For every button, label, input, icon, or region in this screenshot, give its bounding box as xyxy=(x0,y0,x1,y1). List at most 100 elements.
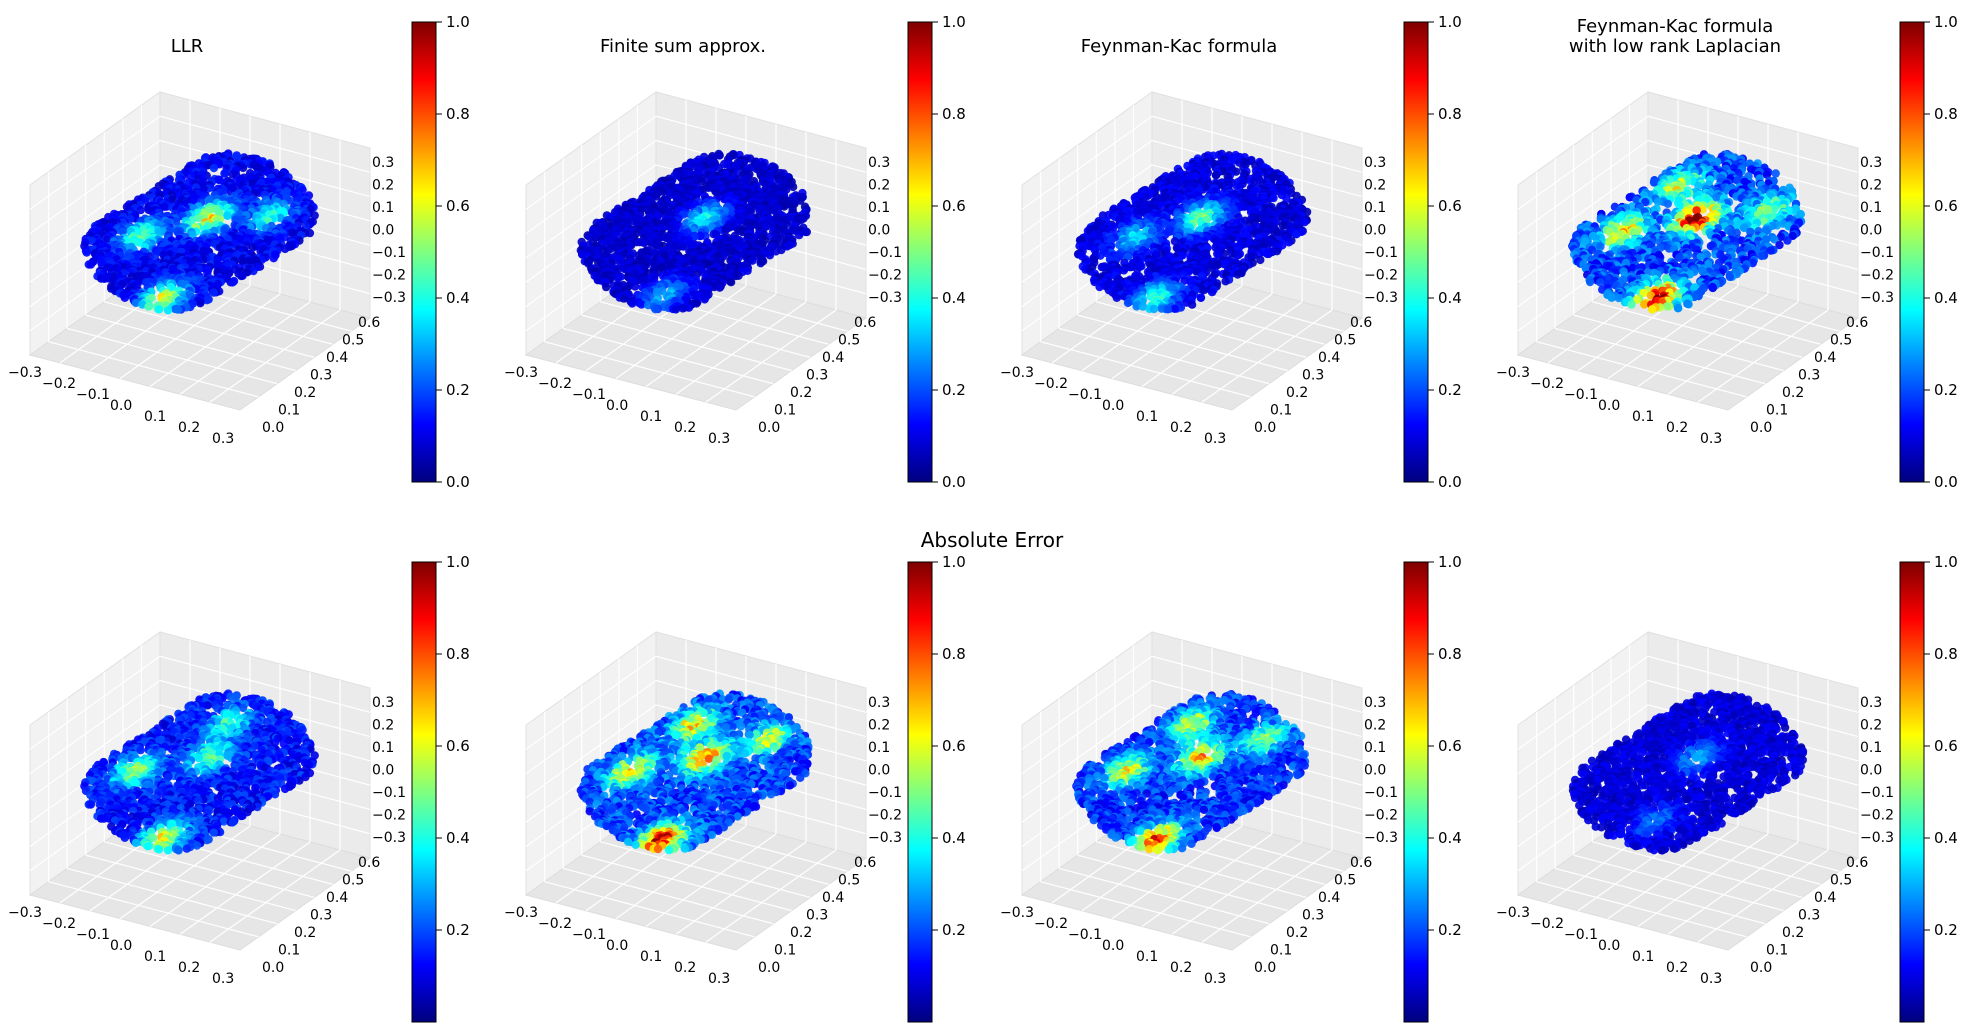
scatter-point xyxy=(651,305,660,314)
y-tick-label: 0.6 xyxy=(358,315,380,331)
scatter-point xyxy=(120,293,129,302)
colorbar-tick-label: 0.6 xyxy=(446,197,470,215)
scatter-point xyxy=(1278,221,1288,230)
colorbar-tick-label: 0.2 xyxy=(942,381,966,399)
x-tick-label: 0.2 xyxy=(674,420,696,436)
z-tick-label: 0.2 xyxy=(868,178,890,194)
x-tick-label: −0.3 xyxy=(504,365,538,381)
scatter-point xyxy=(82,248,91,257)
scatter-point xyxy=(237,271,246,281)
point-cloud xyxy=(80,149,319,315)
x-tick-label: 0.3 xyxy=(708,431,730,447)
scatter-point xyxy=(802,227,811,237)
panel-1: LLR−0.3−0.2−0.10.00.10.20.3−0.3−0.2−0.10… xyxy=(8,13,470,491)
z-tick-label: −0.1 xyxy=(372,245,406,261)
scatter-point xyxy=(163,306,173,315)
y-tick-label: 0.3 xyxy=(310,368,332,384)
y-tick-label: 0.1 xyxy=(774,403,796,419)
scatter-point xyxy=(209,163,219,173)
y-tick-label: 0.1 xyxy=(278,403,300,419)
scatter-point xyxy=(700,295,709,304)
scatter-point xyxy=(721,226,730,235)
scatter-point xyxy=(305,228,315,238)
panel-3: Feynman-Kac formula−0.3−0.2−0.10.00.10.2… xyxy=(1000,13,1462,491)
scatter-point xyxy=(630,282,640,291)
panel-title: Finite sum approx. xyxy=(600,36,766,57)
z-axis: −0.3−0.2−0.10.00.10.20.3 xyxy=(372,155,406,306)
z-tick-label: 0.1 xyxy=(372,200,394,216)
x-tick-label: 0.0 xyxy=(606,398,628,414)
colorbar-tick-label: 0.0 xyxy=(942,473,966,491)
scatter-point xyxy=(756,259,765,268)
colorbar-tick-label: 1.0 xyxy=(446,13,470,31)
scatter-point xyxy=(136,205,145,215)
scatter-point xyxy=(614,272,623,281)
scatter-point xyxy=(628,299,637,308)
y-tick-label: 0.4 xyxy=(822,350,844,366)
scatter-point xyxy=(144,302,153,311)
panel-title: Feynman-Kac formula xyxy=(1081,36,1278,57)
y-tick-label: 0.0 xyxy=(758,420,780,436)
x-tick-label: 0.0 xyxy=(110,398,132,414)
colorbar-tick-label: 0.0 xyxy=(446,473,470,491)
y-tick-label: 0.5 xyxy=(838,333,860,349)
colorbar-tick-label: 1.0 xyxy=(942,13,966,31)
y-tick-label: 0.0 xyxy=(262,420,284,436)
scatter-point xyxy=(209,288,218,297)
x-tick-label: 0.1 xyxy=(640,409,662,425)
scatter-point xyxy=(196,299,205,308)
y-tick-label: 0.4 xyxy=(326,350,348,366)
z-tick-label: −0.2 xyxy=(372,268,406,284)
colorbar-gradient xyxy=(907,21,933,483)
z-tick-label: 0.3 xyxy=(372,155,394,171)
z-tick-label: 0.0 xyxy=(868,223,890,239)
scatter-point xyxy=(154,305,164,314)
scatter-point xyxy=(100,274,109,283)
panel-title: LLR xyxy=(171,36,204,57)
scatter-point xyxy=(173,305,183,314)
scatter-point xyxy=(715,283,724,292)
scatter-point xyxy=(1256,255,1265,265)
z-tick-label: 0.1 xyxy=(868,200,890,216)
scatter-point xyxy=(765,251,775,260)
scatter-point xyxy=(1221,277,1230,286)
scatter-point xyxy=(280,244,290,254)
z-tick-label: 0.3 xyxy=(868,155,890,171)
scatter-point xyxy=(223,211,232,220)
scatter-point xyxy=(1211,171,1221,180)
scatter-point xyxy=(220,169,229,178)
colorbar-tick-label: 0.4 xyxy=(446,289,470,307)
z-tick-label: −0.3 xyxy=(868,290,902,306)
scatter-point xyxy=(228,278,237,287)
x-tick-label: −0.1 xyxy=(572,387,606,403)
scatter-point xyxy=(238,163,248,173)
x-tick-label: −0.3 xyxy=(8,365,42,381)
y-tick-label: 0.5 xyxy=(342,333,364,349)
x-tick-label: 0.1 xyxy=(144,409,166,425)
scatter-point xyxy=(1233,270,1242,279)
colorbar-gradient xyxy=(411,21,437,483)
y-tick-label: 0.2 xyxy=(790,385,812,401)
x-tick-label: 0.2 xyxy=(178,420,200,436)
z-axis: −0.3 −0.2 −0.1 0.0 0.1 0.2 0.3 xyxy=(868,155,902,306)
y-tick-label: 0.6 xyxy=(854,315,876,331)
scatter-point xyxy=(671,305,681,314)
colorbar: 0.00.20.40.60.81.0 xyxy=(411,13,470,491)
x-tick-label: −0.1 xyxy=(76,387,110,403)
y-tick-label: 0.3 xyxy=(806,368,828,384)
y-tick-label: 0.2 xyxy=(294,385,316,401)
z-tick-label: −0.1 xyxy=(868,245,902,261)
scatter-point xyxy=(602,282,611,292)
colorbar-tick-label: 0.6 xyxy=(942,197,966,215)
scatter-point xyxy=(186,171,195,180)
scatter-point xyxy=(639,238,648,247)
z-tick-label: −0.2 xyxy=(868,268,902,284)
scatter-point xyxy=(726,278,736,287)
colorbar: 0.00.20.40.60.81.0 xyxy=(907,13,966,491)
scatter-point xyxy=(1263,249,1272,259)
colorbar-tick-label: 0.8 xyxy=(942,105,966,123)
scatter-point xyxy=(86,260,96,269)
panel-2: Finite sum approx.−0.3−0.2−0.10.00.10.20… xyxy=(504,13,966,491)
colorbar-tick-label: 0.2 xyxy=(446,381,470,399)
